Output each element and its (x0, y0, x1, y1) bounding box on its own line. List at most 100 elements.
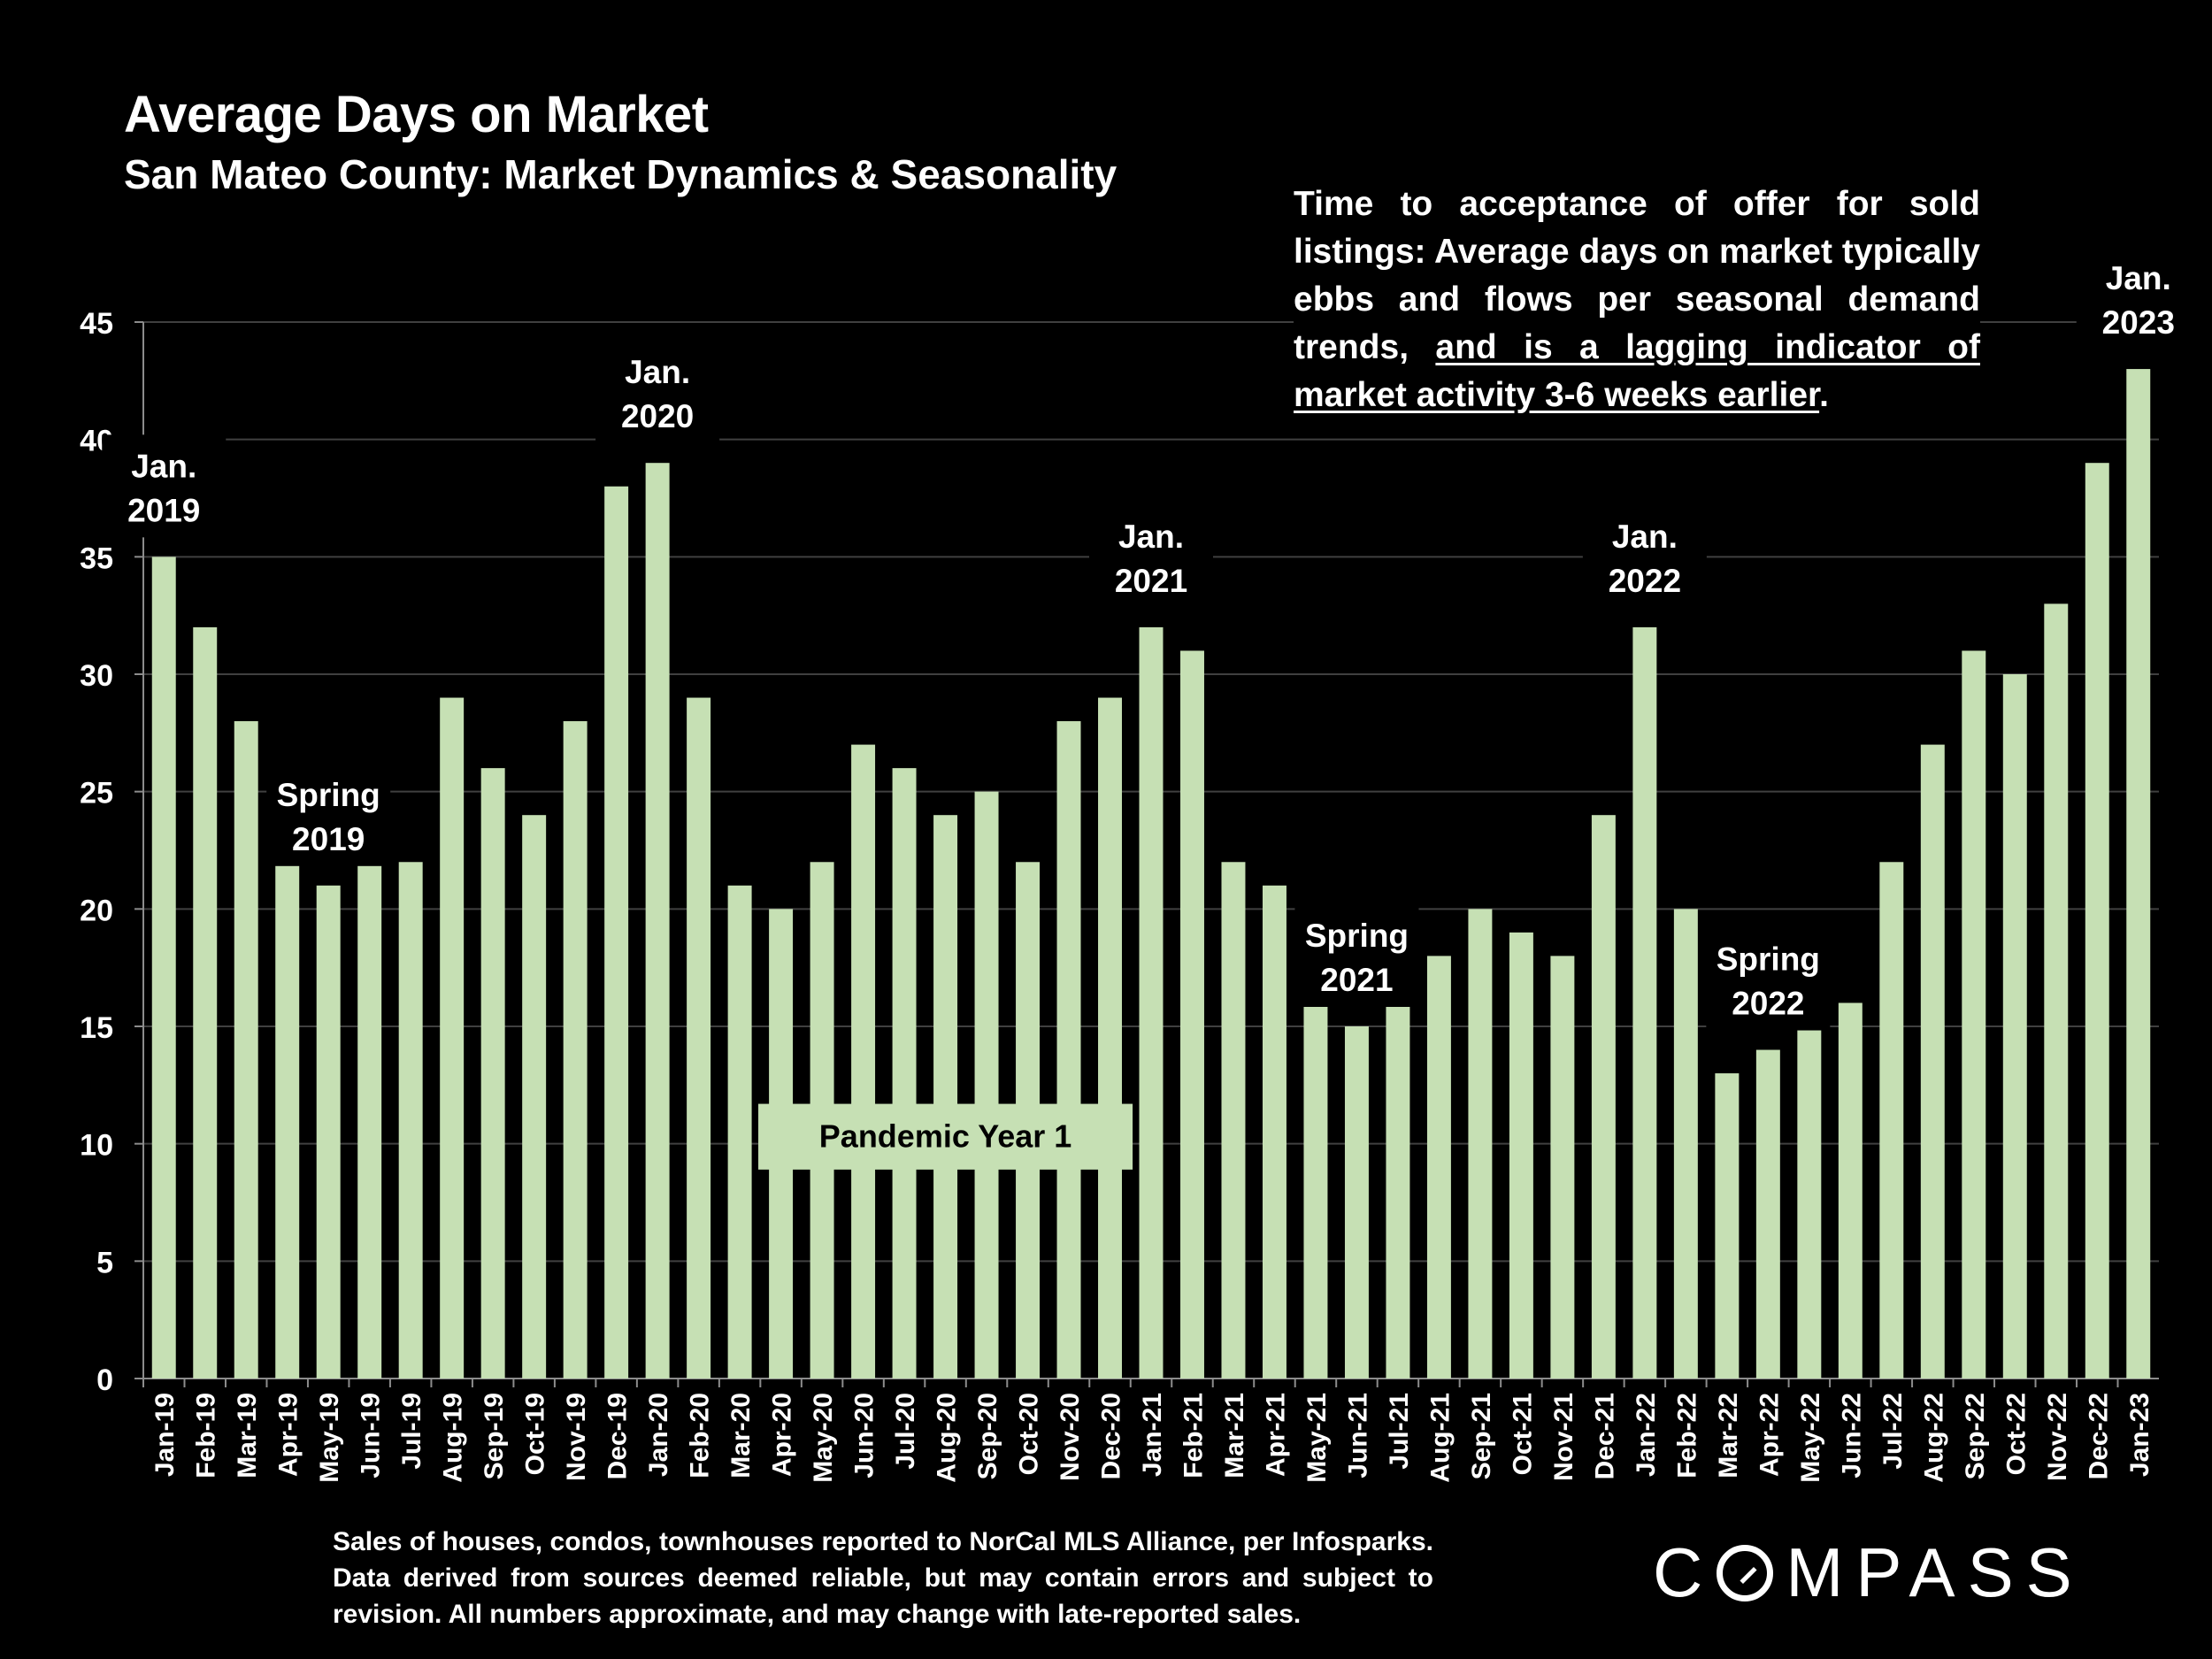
logo-text-end: MPASS (1786, 1533, 2085, 1611)
bar-Dec-21 (1591, 815, 1616, 1379)
y-tick-label: 25 (80, 777, 113, 810)
x-tick-label: Jan-23 (2125, 1393, 2154, 1477)
pandemic-box: Pandemic Year 1 (758, 1103, 1133, 1170)
annotation-Apr-22: Spring 2022 (1706, 927, 1831, 1031)
x-tick-label: Aug-21 (1425, 1393, 1455, 1483)
x-tick-label: Jan-22 (1632, 1393, 1661, 1477)
annotation-line: 2022 (1732, 986, 1804, 1022)
x-tick-labels: Jan-19 Feb-19 Mar-19 Apr-19 May-19 Jun-19 Jul-… (150, 1393, 2154, 1483)
bar-May-19 (316, 885, 341, 1379)
x-tick-label: Jun-19 (357, 1393, 386, 1479)
note-end: . (1819, 376, 1829, 414)
x-tick-label: Dec-21 (1590, 1393, 1619, 1479)
annotation-bg (595, 341, 720, 444)
bar-Apr-22 (1755, 1049, 1780, 1379)
x-tick-label: Apr-21 (1261, 1393, 1290, 1477)
x-tick-label: Feb-22 (1672, 1393, 1701, 1479)
x-tick-label: Oct-19 (521, 1393, 550, 1475)
bar-Aug-20 (933, 815, 958, 1379)
annotations: Jan.2019Spring2019Jan.2020Jan.2021Spring… (102, 247, 2200, 1031)
annotation-line: Jan. (625, 354, 690, 390)
bar-Jul-22 (1879, 862, 1904, 1379)
x-tick-label: Sep-20 (973, 1393, 1002, 1479)
x-tick-label: Feb-20 (686, 1393, 715, 1479)
annotation-bg (1089, 504, 1213, 608)
annotation-line: Spring (1305, 918, 1409, 954)
y-tick-label: 5 (96, 1246, 113, 1279)
bar-Sep-21 (1468, 909, 1493, 1379)
x-tick-label: Nov-20 (1056, 1393, 1085, 1481)
x-tick-label: Jan-21 (1138, 1393, 1167, 1477)
x-tick-label: Jun-20 (850, 1393, 879, 1479)
y-tick-label: 35 (80, 541, 113, 575)
annotation-Jan-22: Jan. 2022 (1582, 504, 1707, 608)
x-tick-label: Jul-21 (1385, 1393, 1414, 1470)
y-tick-label: 20 (80, 894, 113, 927)
x-tick-label: Jul-19 (397, 1393, 426, 1470)
annotation-Jan-20: Jan. 2020 (595, 341, 720, 444)
x-tick-label: Mar-20 (726, 1393, 756, 1479)
bar-Sep-20 (974, 791, 999, 1379)
x-tick-label: Jun-21 (1343, 1393, 1372, 1479)
y-tick-label: 45 (80, 307, 113, 341)
annotation-line: 2019 (127, 492, 200, 528)
x-tick-label: Apr-22 (1755, 1393, 1784, 1477)
annotation-line: Spring (277, 777, 380, 813)
chart-subtitle: San Mateo County: Market Dynamics & Seas… (124, 151, 1118, 197)
bar-Apr-19 (275, 862, 300, 1379)
annotation-line: Jan. (1118, 518, 1184, 555)
x-tick-label: Mar-21 (1220, 1393, 1249, 1479)
bar-Mar-19 (234, 721, 258, 1379)
bar-Feb-22 (1673, 909, 1698, 1379)
annotation-line: Jan. (2106, 260, 2171, 296)
x-tick-label: Oct-20 (1015, 1393, 1044, 1475)
annotation-bg (266, 763, 391, 866)
annotation-line: 2022 (1609, 563, 1681, 599)
x-tick-label: Aug-19 (439, 1393, 468, 1483)
bar-Jun-20 (851, 744, 876, 1379)
annotation-Jun-21: Spring 2021 (1294, 904, 1419, 1007)
source-footnote: Sales of houses, condos, townhouses repo… (333, 1527, 1433, 1629)
bar-Aug-19 (440, 697, 465, 1379)
x-tick-label: May-20 (809, 1393, 838, 1483)
annotation-bg (1706, 927, 1831, 1031)
y-tick-label: 15 (80, 1011, 113, 1045)
bar-Oct-22 (2002, 674, 2027, 1379)
annotation-line: 2021 (1320, 962, 1393, 998)
x-tick-label: Jul-22 (1878, 1393, 1908, 1470)
bar-Jun-21 (1344, 1026, 1369, 1379)
bar-Jan-21 (1139, 626, 1164, 1379)
bar-Apr-21 (1262, 885, 1286, 1379)
x-tick-label: Nov-21 (1549, 1393, 1578, 1481)
annotation-Jan-19: Jan. 2019 (102, 434, 227, 538)
bar-Jul-19 (398, 862, 423, 1379)
x-tick-label: May-19 (315, 1393, 344, 1483)
annotation-line: Jan. (131, 448, 196, 484)
x-tick-label: Sep-21 (1467, 1393, 1496, 1479)
bar-Oct-21 (1509, 932, 1533, 1379)
annotation-bg (102, 434, 227, 538)
bar-Jan-20 (645, 463, 670, 1379)
annotation-line: Jan. (1612, 518, 1678, 555)
bar-Nov-19 (563, 721, 588, 1379)
explanatory-note: Time to acceptance of offer for sold lis… (1294, 177, 1980, 425)
annotation-line: 2020 (621, 398, 694, 434)
x-tick-label: May-22 (1796, 1393, 1825, 1483)
pandemic-box-bg (758, 1103, 1133, 1170)
x-tick-label: May-21 (1302, 1393, 1332, 1483)
bar-Feb-21 (1180, 650, 1204, 1379)
y-tick-label: 10 (80, 1129, 113, 1163)
bar-Mar-20 (727, 885, 752, 1379)
bar-Jun-22 (1838, 1002, 1863, 1379)
bar-Jan-22 (1632, 626, 1657, 1379)
bar-Dec-19 (604, 486, 629, 1379)
x-tick-label: Mar-19 (233, 1393, 262, 1479)
x-tick-label: Nov-22 (2043, 1393, 2072, 1481)
chart-title: Average Days on Market (124, 86, 709, 143)
annotation-line: Spring (1717, 941, 1820, 978)
bar-May-22 (1797, 1002, 1822, 1379)
x-tick-label: Feb-21 (1179, 1393, 1208, 1479)
annotation-line: 2021 (1115, 563, 1187, 599)
bar-Jan-19 (151, 557, 176, 1379)
